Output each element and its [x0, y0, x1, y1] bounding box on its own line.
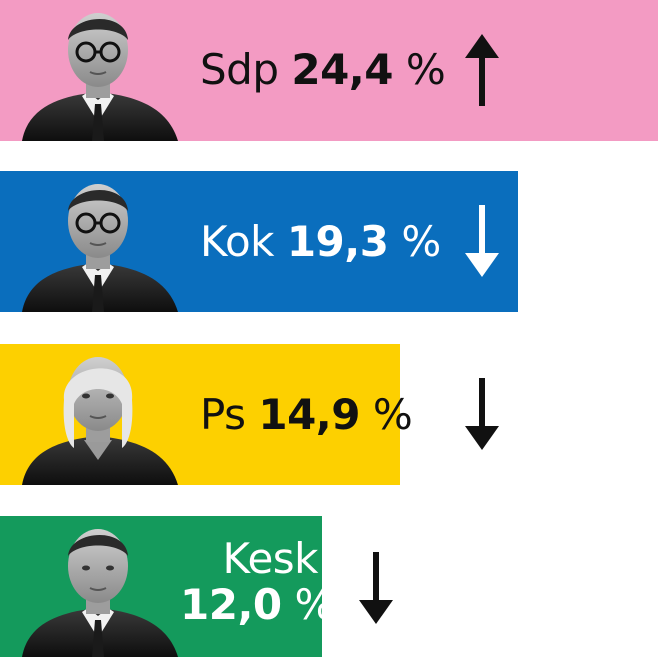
value-label: 19,3: [286, 217, 389, 266]
value-label: 12,0: [180, 580, 282, 629]
party-name: Kesk: [222, 534, 319, 583]
unit-label: %: [294, 580, 335, 629]
data-label-ps: Ps 14,9 %: [200, 389, 413, 441]
unit-label: %: [405, 45, 446, 94]
party-name: Ps: [200, 390, 246, 439]
value-label: 24,4: [291, 45, 393, 94]
trend-down-arrow-icon: [359, 552, 393, 624]
trend-down-arrow-icon: [465, 378, 499, 450]
trend-up-arrow-icon: [465, 34, 499, 106]
data-label-sdp: Sdp 24,4 %: [200, 44, 446, 96]
data-label-kok: Kok 19,3 %: [200, 216, 441, 268]
data-label-kesk: Kesk 12,0 %: [180, 534, 334, 629]
party-name: Sdp: [200, 45, 279, 94]
avatar-ps: [22, 357, 178, 485]
unit-label: %: [372, 390, 413, 439]
unit-label: %: [401, 217, 441, 266]
value-label: 14,9: [258, 390, 360, 439]
party-name: Kok: [200, 217, 274, 266]
avatar-kok: [22, 184, 178, 312]
avatar-kesk: [22, 529, 178, 657]
trend-down-arrow-icon: [465, 205, 499, 277]
avatar-sdp: [22, 13, 178, 141]
